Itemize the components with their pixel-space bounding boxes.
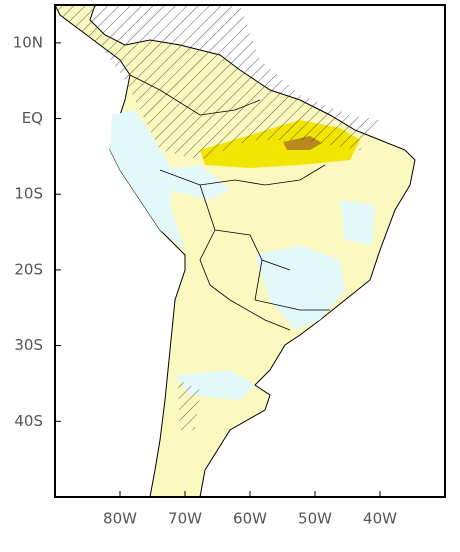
y-tick-label: 30S — [14, 336, 43, 354]
wet-anomaly — [255, 245, 345, 330]
x-tick-label: 80W — [103, 510, 137, 528]
map-layer — [55, 5, 416, 497]
y-tick-label: 40S — [14, 412, 43, 430]
country-border — [129, 74, 330, 331]
y-tick-label: 10S — [14, 185, 43, 203]
hatched-region — [178, 380, 200, 430]
y-tick-label: 20S — [14, 260, 43, 278]
axes: 80W 70W 60W 50W 40W 10N EQ 10S 20S 30S 40S — [13, 33, 397, 527]
hatched-region — [55, 5, 380, 160]
wet-anomaly — [340, 200, 375, 245]
x-tick-label: 50W — [298, 510, 332, 528]
x-tick-label: 70W — [168, 510, 202, 528]
y-tick-label: 10N — [13, 33, 43, 51]
x-tick-label: 60W — [233, 510, 267, 528]
y-tick-label: EQ — [22, 109, 43, 127]
wet-anomaly — [160, 165, 230, 200]
x-tick-label: 40W — [363, 510, 397, 528]
wet-anomaly — [110, 110, 185, 250]
